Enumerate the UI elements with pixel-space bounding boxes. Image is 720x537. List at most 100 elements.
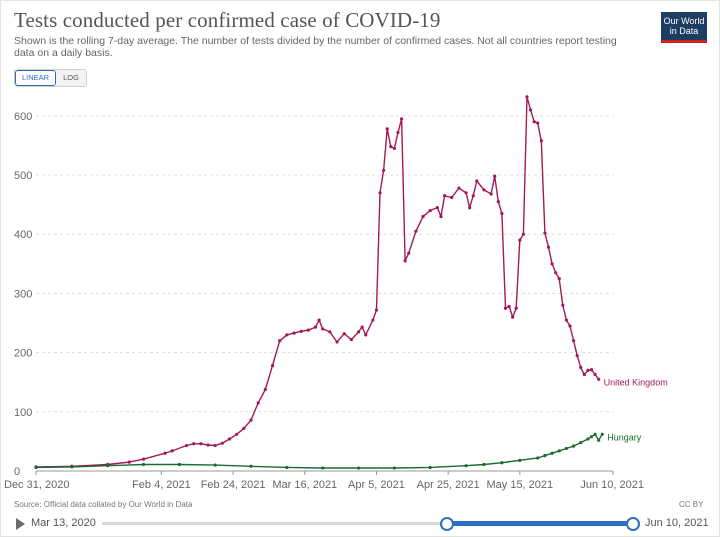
timeline-end-handle[interactable] [626, 517, 640, 531]
data-point [403, 259, 407, 263]
data-point [170, 449, 174, 453]
data-point [500, 461, 504, 465]
data-point [242, 426, 246, 430]
data-point [428, 208, 432, 213]
data-point [313, 325, 318, 329]
data-point [496, 200, 500, 204]
timeline-selected-range [446, 521, 632, 526]
series-label: Hungary [607, 432, 642, 442]
data-point [482, 462, 486, 467]
data-point [389, 145, 393, 149]
data-point [468, 205, 472, 210]
data-point [503, 306, 508, 310]
x-tick-label: May 15, 2021 [486, 479, 553, 491]
data-point [385, 127, 389, 131]
data-point [285, 333, 289, 337]
data-point [543, 454, 547, 458]
data-point [457, 186, 461, 190]
data-point [392, 466, 396, 470]
data-point [321, 327, 325, 331]
data-point [317, 318, 321, 322]
data-point [249, 418, 253, 422]
x-tick-label: Feb 24, 2021 [201, 479, 266, 491]
log-scale-button[interactable]: LOG [56, 70, 86, 86]
data-point [235, 432, 239, 436]
source-note[interactable]: Source: Official data collated by Our Wo… [14, 500, 193, 509]
data-point [597, 438, 601, 442]
timeline-start-handle[interactable] [440, 517, 454, 531]
timeline-track[interactable] [102, 522, 632, 525]
data-point [525, 95, 529, 99]
data-point [192, 442, 196, 446]
data-point [335, 340, 339, 344]
data-point [270, 364, 275, 368]
linear-scale-button[interactable]: LINEAR [15, 70, 57, 86]
play-icon[interactable] [16, 518, 25, 530]
data-point [356, 466, 361, 470]
data-point [256, 401, 260, 405]
data-point [407, 251, 411, 255]
license-link[interactable]: CC BY [679, 500, 704, 509]
data-point [597, 377, 601, 381]
data-point [371, 318, 375, 322]
data-point [586, 437, 590, 441]
data-point [213, 463, 217, 467]
data-point [213, 443, 217, 448]
data-point [539, 139, 543, 143]
data-point [582, 372, 586, 377]
data-point [428, 465, 432, 470]
data-point [328, 330, 332, 334]
data-point [184, 443, 189, 448]
data-point [349, 337, 353, 342]
data-point [543, 231, 547, 235]
timeline-start-label: Mar 13, 2020 [31, 517, 96, 529]
data-point [292, 331, 296, 335]
data-point [557, 449, 561, 453]
data-point [374, 308, 379, 312]
x-tick-label: Feb 4, 2021 [132, 479, 191, 491]
data-point [532, 120, 536, 124]
data-point [127, 460, 131, 464]
data-point [564, 446, 569, 451]
data-point [514, 306, 518, 310]
data-point [285, 465, 289, 470]
logo-line-2: in Data [669, 26, 699, 36]
data-point [364, 333, 368, 337]
data-point [586, 368, 590, 372]
data-point [278, 339, 282, 343]
data-point [482, 188, 486, 192]
data-point [571, 444, 576, 448]
data-point [34, 465, 38, 470]
x-tick-label: Dec 31, 2020 [4, 479, 69, 491]
data-point [435, 205, 439, 210]
y-tick-label: 0 [14, 466, 20, 478]
series-label: United Kingdom [604, 377, 668, 387]
data-point [521, 232, 526, 236]
data-point [571, 339, 576, 343]
data-point [518, 458, 522, 462]
data-point [593, 432, 597, 436]
data-point [177, 462, 181, 467]
data-point [589, 435, 594, 439]
data-point [518, 238, 522, 242]
data-point [382, 168, 386, 172]
series-line [35, 433, 603, 469]
data-point [546, 245, 551, 249]
chart-subtitle: Shown is the rolling 7-day average. The … [14, 35, 617, 59]
data-point [564, 318, 569, 322]
data-point [471, 194, 475, 198]
data-point [163, 451, 167, 455]
chart-title: Tests conducted per confirmed case of CO… [14, 8, 441, 32]
x-tick-label: Apr 25, 2021 [417, 479, 480, 491]
data-point [141, 462, 146, 467]
data-point [575, 353, 579, 358]
y-tick-label: 400 [14, 229, 32, 241]
data-point [342, 332, 346, 336]
scale-toggle: LINEAR LOG [14, 69, 87, 87]
y-tick-label: 600 [14, 111, 32, 123]
data-point [263, 387, 267, 391]
timeline-end-label: Jun 10, 2021 [645, 517, 709, 529]
y-tick-label: 300 [14, 288, 32, 300]
owid-logo[interactable]: Our World in Data [661, 12, 707, 43]
